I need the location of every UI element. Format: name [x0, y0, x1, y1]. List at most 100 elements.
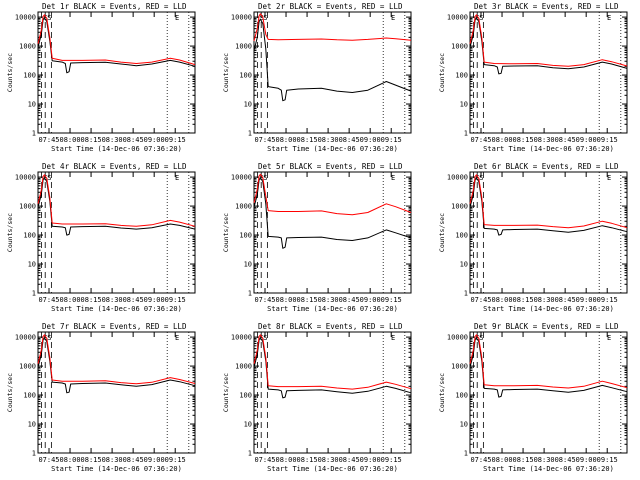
y-tick-label: 10: [28, 101, 36, 109]
y-tick-label: 1: [248, 290, 252, 298]
x-tick-label: 07:45: [470, 136, 491, 144]
x-tick-label: 08:45: [123, 136, 144, 144]
y-tick-label: 100: [23, 232, 36, 240]
x-tick-label: 08:15: [81, 456, 102, 464]
y-tick-label: 1: [464, 450, 468, 458]
x-tick-label: 07:45: [470, 456, 491, 464]
saa-flag: S: [263, 14, 267, 22]
lld-series-line: [469, 14, 628, 67]
y-tick-label: 10: [460, 421, 468, 429]
saa-flag: S: [263, 174, 267, 182]
events-series-line: [37, 17, 196, 74]
x-tick-label: 09:15: [165, 296, 186, 304]
x-tick-label: 09:15: [165, 456, 186, 464]
saa-flag: S: [476, 174, 480, 182]
y-tick-label: 100: [239, 72, 252, 80]
y-tick-label: 1: [464, 130, 468, 138]
lld-series-line: [37, 334, 196, 385]
x-axis-label: Start Time (14-Dec-06 07:36:20): [483, 305, 614, 313]
detector-panel-7: Det 7r BLACK = Events, RED = LLD 1 10 100 10…: [6, 322, 196, 473]
x-tick-label: 08:45: [555, 456, 576, 464]
events-series-line: [37, 337, 196, 394]
y-axis-label: Counts/sec: [438, 373, 446, 412]
saa-flag: S: [44, 334, 48, 342]
detector-panel-2: Det 2r BLACK = Events, RED = LLD 1 10 100 10…: [222, 2, 412, 153]
x-tick-label: 08:00: [59, 136, 80, 144]
y-axis-label: Counts/sec: [222, 213, 230, 252]
y-tick-label: 10000: [447, 174, 468, 182]
saa-flag: S: [44, 14, 48, 22]
x-tick-label: 08:00: [491, 296, 512, 304]
x-tick-label: 08:45: [123, 456, 144, 464]
detector-panel-6: Det 6r BLACK = Events, RED = LLD 1 10 100 10…: [438, 162, 628, 313]
y-tick-label: 100: [455, 232, 468, 240]
detector-panel-1: Det 1r BLACK = Events, RED = LLD 1 10 100 10…: [6, 2, 196, 153]
plot-frame: [37, 171, 196, 294]
x-tick-label: 09:00: [576, 136, 597, 144]
saa-flag: S: [263, 334, 267, 342]
y-tick-label: 10000: [231, 14, 252, 22]
y-tick-label: 1000: [235, 363, 252, 371]
x-axis-label: Start Time (14-Dec-06 07:36:20): [51, 145, 182, 153]
y-tick-label: 1000: [19, 43, 36, 51]
x-tick-label: 09:15: [381, 296, 402, 304]
saa-flag: S: [479, 174, 483, 182]
events-series-line: [469, 337, 628, 398]
saa-flag: E: [391, 174, 395, 182]
y-tick-label: 1: [464, 290, 468, 298]
panel-title: Det 8r BLACK = Events, RED = LLD: [258, 322, 403, 331]
x-tick-label: 08:00: [491, 456, 512, 464]
panel-title: Det 5r BLACK = Events, RED = LLD: [258, 162, 403, 171]
y-tick-label: 10000: [231, 174, 252, 182]
y-tick-label: 100: [239, 232, 252, 240]
x-axis-label: Start Time (14-Dec-06 07:36:20): [51, 465, 182, 473]
x-tick-label: 08:45: [555, 136, 576, 144]
x-tick-label: 09:00: [144, 136, 165, 144]
x-tick-label: 09:15: [597, 136, 618, 144]
y-tick-label: 10: [460, 101, 468, 109]
detector-panel-4: Det 4r BLACK = Events, RED = LLD 1 10 100 10…: [6, 162, 196, 313]
y-tick-label: 100: [23, 392, 36, 400]
saa-flag: S: [260, 174, 264, 182]
x-tick-label: 08:30: [534, 296, 555, 304]
saa-flag: S: [44, 174, 48, 182]
y-tick-label: 10000: [447, 14, 468, 22]
saa-flag: E: [391, 14, 395, 22]
events-series-line: [469, 177, 628, 236]
x-tick-label: 07:45: [38, 456, 59, 464]
x-tick-label: 08:30: [318, 456, 339, 464]
x-tick-label: 08:15: [513, 456, 534, 464]
y-tick-label: 1: [32, 290, 36, 298]
y-tick-label: 10000: [15, 174, 36, 182]
x-tick-label: 07:45: [254, 136, 275, 144]
x-tick-label: 08:15: [513, 136, 534, 144]
events-series-line: [253, 337, 412, 399]
x-tick-label: 09:00: [360, 296, 381, 304]
saa-flag: S: [476, 14, 480, 22]
x-axis-label: Start Time (14-Dec-06 07:36:20): [267, 145, 398, 153]
x-tick-label: 08:15: [81, 136, 102, 144]
x-tick-label: 09:00: [144, 456, 165, 464]
saa-flag: E: [175, 334, 179, 342]
saa-flag: S: [479, 334, 483, 342]
panel-title: Det 4r BLACK = Events, RED = LLD: [42, 162, 187, 171]
saa-flag: E: [391, 334, 395, 342]
x-tick-label: 08:30: [534, 136, 555, 144]
x-axis-label: Start Time (14-Dec-06 07:36:20): [267, 465, 398, 473]
x-axis-label: Start Time (14-Dec-06 07:36:20): [483, 145, 614, 153]
events-series-line: [253, 177, 412, 249]
x-tick-label: 08:00: [59, 296, 80, 304]
saa-flag: S: [47, 174, 51, 182]
y-axis-label: Counts/sec: [438, 53, 446, 92]
x-tick-label: 09:00: [144, 296, 165, 304]
y-tick-label: 10: [244, 421, 252, 429]
x-tick-label: 08:30: [102, 456, 123, 464]
x-axis-label: Start Time (14-Dec-06 07:36:20): [51, 305, 182, 313]
x-tick-label: 07:45: [470, 296, 491, 304]
detector-panel-5: Det 5r BLACK = Events, RED = LLD 1 10 100 10…: [222, 162, 412, 313]
x-tick-label: 08:45: [339, 456, 360, 464]
x-tick-label: 08:30: [318, 136, 339, 144]
y-axis-label: Counts/sec: [222, 373, 230, 412]
x-tick-label: 08:45: [123, 296, 144, 304]
x-tick-label: 08:45: [339, 296, 360, 304]
